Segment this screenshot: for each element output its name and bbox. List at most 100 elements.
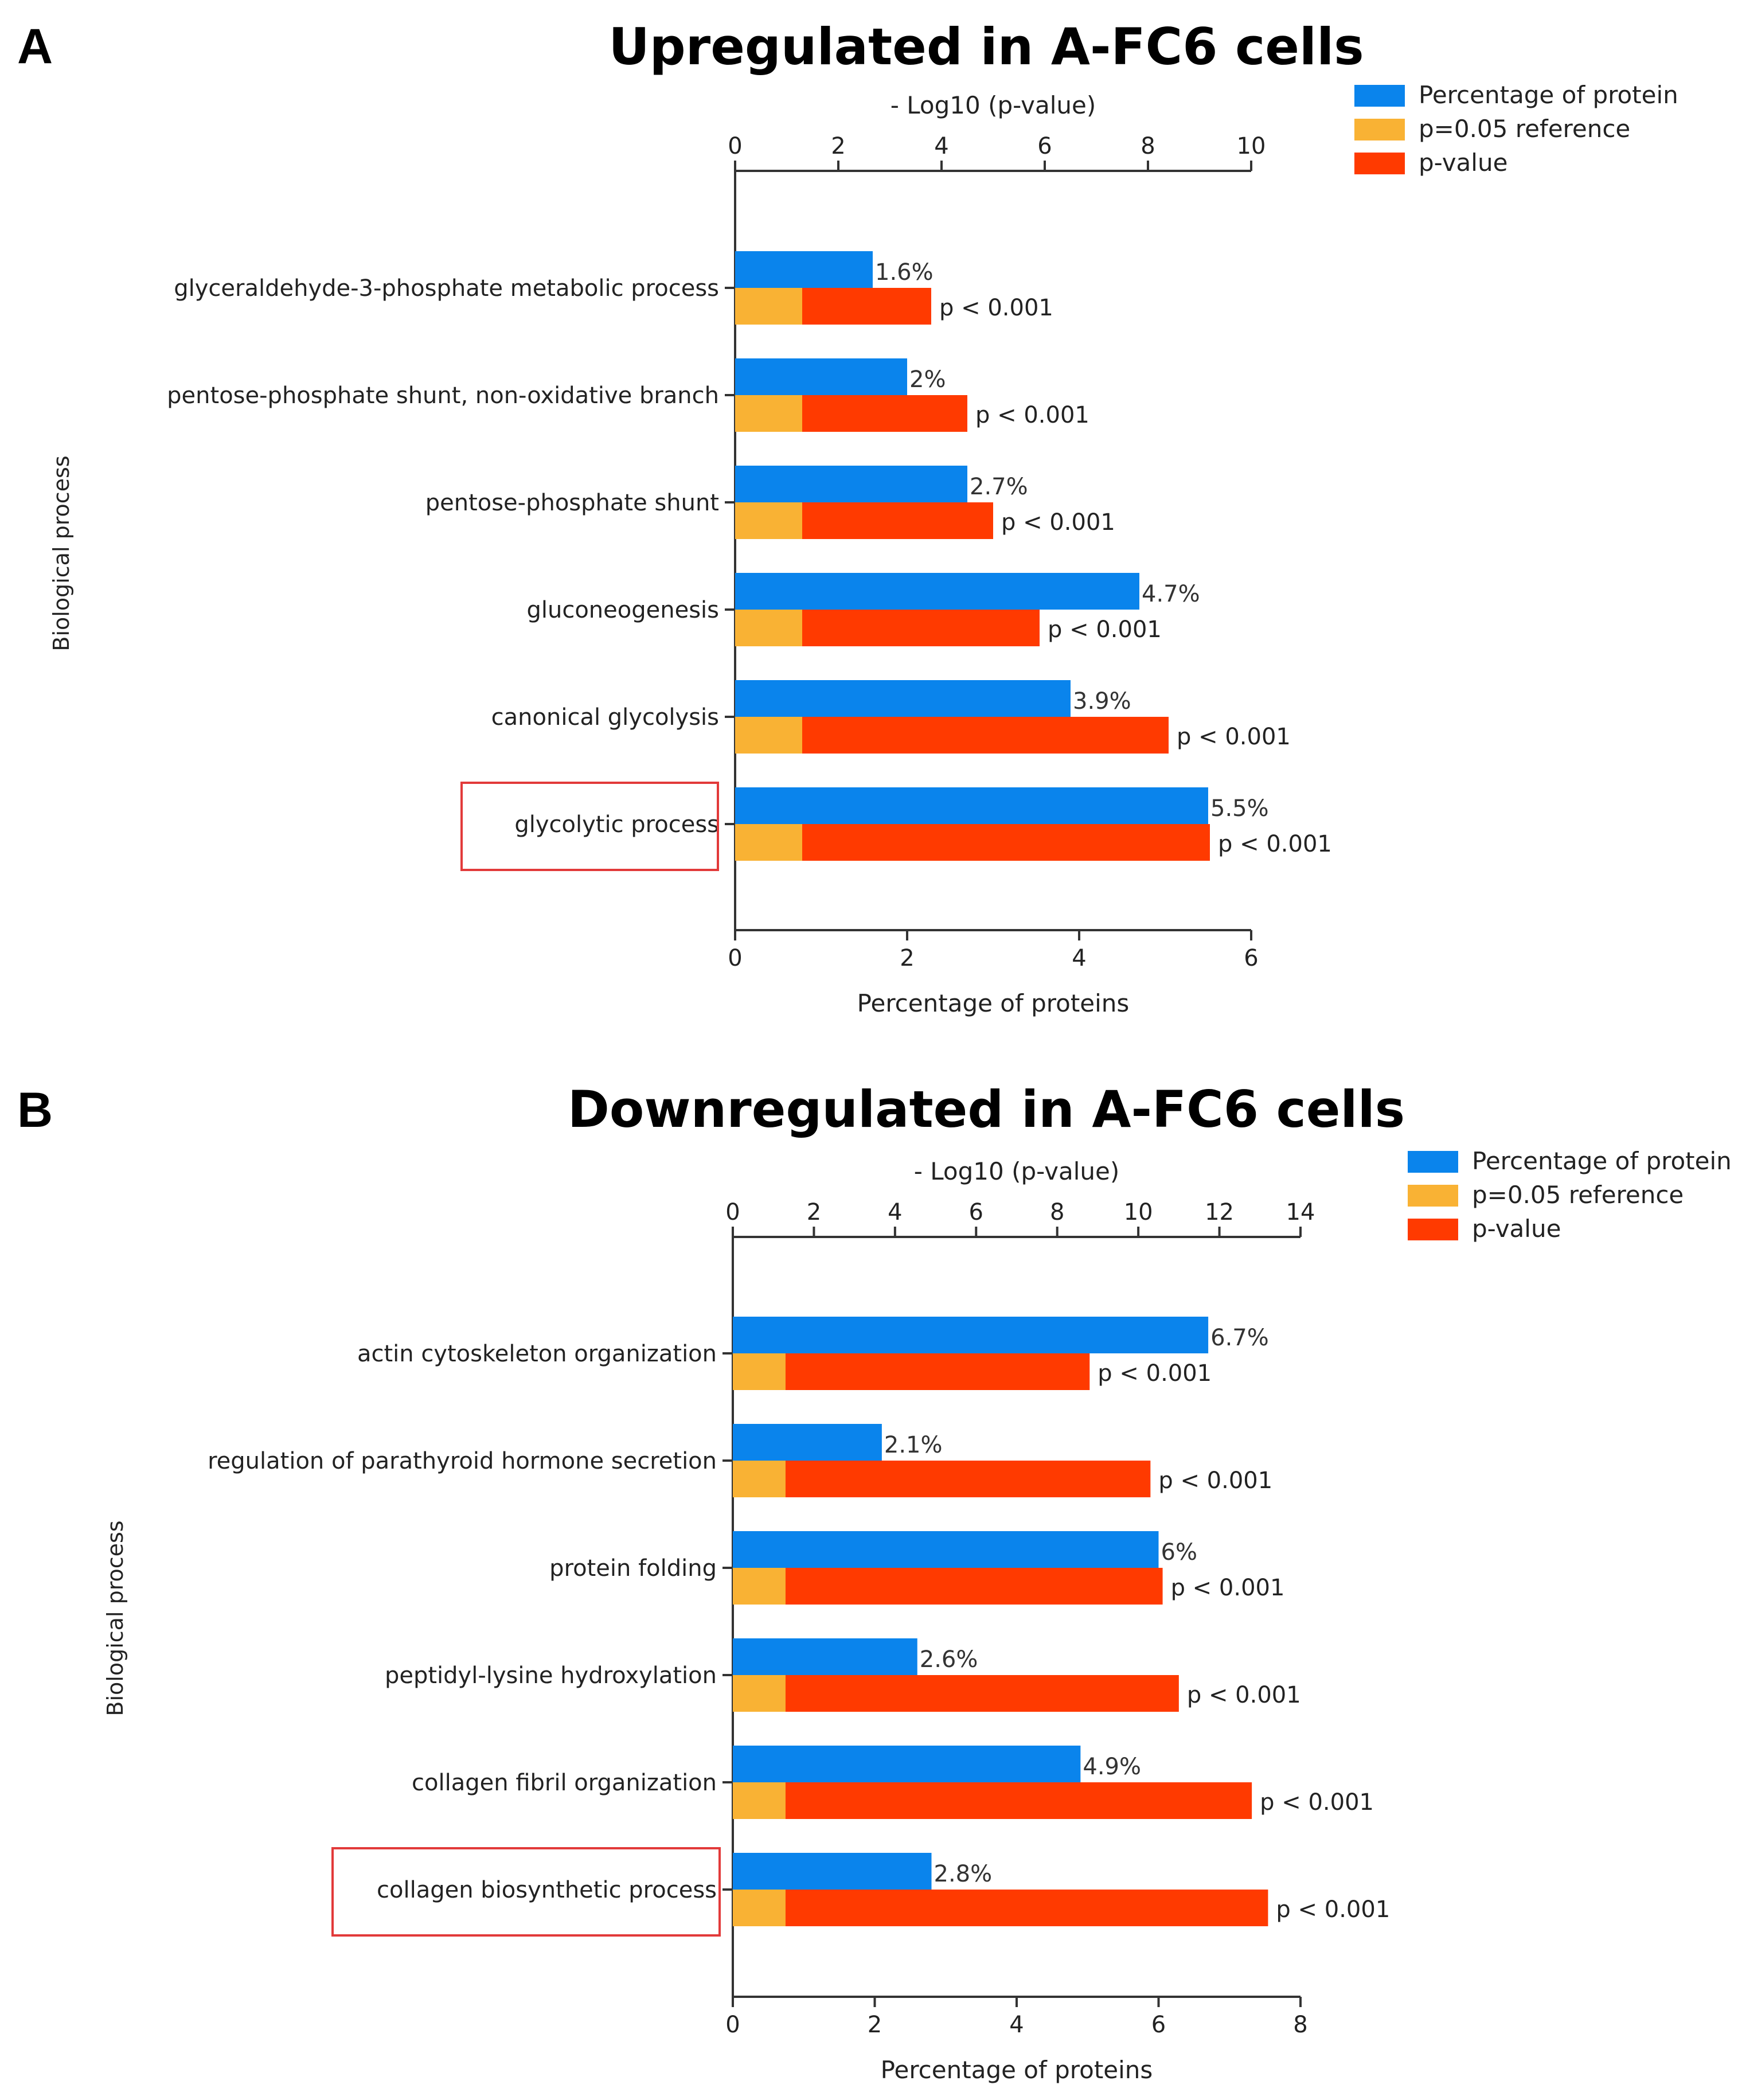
legend-label: p-value bbox=[1419, 149, 1507, 177]
chart-panel-b: B Downregulated in A-FC6 cells 0 2 4 6 8 10 12 14… bbox=[17, 1080, 1732, 2084]
p-value-label: p < 0.001 bbox=[1048, 616, 1162, 643]
category-label: actin cytoskeleton organization bbox=[357, 1341, 717, 1367]
p-value-label: p < 0.001 bbox=[975, 402, 1089, 428]
bar-p-reference bbox=[735, 717, 802, 754]
p-value-label: p < 0.001 bbox=[1276, 1896, 1390, 1923]
top-axis-title: - Log10 (p-value) bbox=[914, 1157, 1120, 1185]
category-label: gluconeogenesis bbox=[526, 597, 719, 623]
bar-p-reference bbox=[735, 288, 802, 325]
bar-p-value bbox=[733, 1353, 1090, 1390]
bottom-axis-tick-label: 8 bbox=[1293, 2012, 1307, 2038]
top-axis-tick-label: 8 bbox=[1141, 133, 1155, 159]
bar-p-value bbox=[735, 717, 1169, 754]
bar-p-reference bbox=[735, 502, 802, 539]
bottom-axis-title: Percentage of proteins bbox=[881, 2056, 1153, 2084]
legend-swatch bbox=[1408, 1219, 1458, 1240]
y-axis-title: Biological process bbox=[103, 1520, 128, 1716]
bottom-axis-tick-label: 6 bbox=[1151, 2012, 1166, 2038]
category-label: regulation of parathyroid hormone secret… bbox=[208, 1448, 717, 1474]
bar-p-value bbox=[733, 1890, 1268, 1926]
top-axis-tick-label: 6 bbox=[1037, 133, 1052, 159]
bar-p-reference bbox=[733, 1461, 786, 1497]
bar-p-value bbox=[733, 1782, 1252, 1819]
p-value-label: p < 0.001 bbox=[1218, 831, 1332, 857]
p-value-label: p < 0.001 bbox=[1187, 1682, 1301, 1708]
category-label: glyceraldehyde-3-phosphate metabolic pro… bbox=[174, 275, 719, 302]
legend-label: p=0.05 reference bbox=[1472, 1181, 1684, 1209]
legend: Percentage of protein p=0.05 reference p-v… bbox=[1408, 1147, 1732, 1243]
bottom-axis-tick-label: 2 bbox=[868, 2012, 882, 2038]
bar-p-reference bbox=[733, 1568, 786, 1605]
bottom-axis-tick-label: 6 bbox=[1244, 945, 1258, 971]
bottom-axis-tick-label: 4 bbox=[1072, 945, 1086, 971]
percentage-label: 4.7% bbox=[1142, 581, 1200, 607]
top-axis-tick-label: 10 bbox=[1124, 1199, 1153, 1225]
top-axis-tick-label: 4 bbox=[934, 133, 948, 159]
bottom-axis-tick-label: 2 bbox=[900, 945, 914, 971]
highlight-box bbox=[331, 1847, 721, 1937]
category-label: pentose-phosphate shunt, non-oxidative b… bbox=[167, 382, 719, 409]
y-axis-title: Biological process bbox=[49, 455, 74, 651]
top-axis-tick-label: 4 bbox=[888, 1199, 902, 1225]
bar-percentage bbox=[735, 358, 907, 395]
bar-p-reference bbox=[733, 1353, 786, 1390]
legend-swatch bbox=[1354, 153, 1405, 174]
chart-title: Upregulated in A-FC6 cells bbox=[608, 17, 1364, 76]
bar-percentage bbox=[733, 1531, 1159, 1568]
bar-p-value bbox=[733, 1461, 1151, 1497]
legend-swatch bbox=[1354, 85, 1405, 107]
bar-p-reference bbox=[735, 610, 802, 646]
category-label: pentose-phosphate shunt bbox=[425, 490, 719, 516]
chart-panel-a: A Upregulated in A-FC6 cells 0 2 4 6 8 10 - Log1… bbox=[17, 17, 1678, 1017]
top-axis-tick-label: 10 bbox=[1237, 133, 1266, 159]
top-axis-tick-label: 0 bbox=[725, 1199, 740, 1225]
percentage-label: 3.9% bbox=[1073, 688, 1131, 715]
bar-p-value bbox=[733, 1568, 1163, 1605]
percentage-label: 2.8% bbox=[934, 1861, 993, 1887]
p-value-label: p < 0.001 bbox=[1177, 724, 1291, 750]
legend-label: p=0.05 reference bbox=[1419, 115, 1630, 143]
bottom-axis-tick-label: 4 bbox=[1009, 2012, 1024, 2038]
top-axis-tick-label: 12 bbox=[1205, 1199, 1234, 1225]
bar-p-reference bbox=[733, 1675, 786, 1712]
bar-p-value bbox=[733, 1675, 1179, 1712]
bar-percentage bbox=[735, 680, 1071, 717]
bottom-axis-tick-label: 0 bbox=[728, 945, 742, 971]
bottom-axis-tick-label: 0 bbox=[725, 2012, 740, 2038]
p-value-label: p < 0.001 bbox=[939, 295, 1053, 321]
bar-percentage bbox=[733, 1638, 917, 1675]
p-value-label: p < 0.001 bbox=[1260, 1789, 1374, 1816]
bar-percentage bbox=[733, 1424, 882, 1461]
bar-percentage bbox=[735, 787, 1208, 824]
top-axis-tick-label: 6 bbox=[969, 1199, 983, 1225]
legend-swatch bbox=[1408, 1185, 1458, 1207]
bar-percentage bbox=[733, 1746, 1081, 1782]
percentage-label: 6% bbox=[1161, 1539, 1197, 1566]
percentage-label: 2.1% bbox=[884, 1432, 943, 1458]
bar-percentage bbox=[735, 251, 873, 288]
bottom-axis-title: Percentage of proteins bbox=[857, 989, 1130, 1017]
category-label: glycolytic process bbox=[514, 811, 719, 838]
panel-letter: B bbox=[17, 1083, 53, 1138]
percentage-label: 5.5% bbox=[1210, 795, 1269, 822]
legend-label: Percentage of protein bbox=[1419, 81, 1678, 109]
bar-p-value bbox=[735, 824, 1210, 861]
top-axis-tick-label: 14 bbox=[1286, 1199, 1315, 1225]
top-axis-tick-label: 2 bbox=[807, 1199, 821, 1225]
legend: Percentage of protein p=0.05 reference p-v… bbox=[1354, 81, 1678, 177]
p-value-label: p < 0.001 bbox=[1158, 1467, 1272, 1494]
percentage-label: 2.6% bbox=[920, 1646, 978, 1673]
legend-label: Percentage of protein bbox=[1472, 1147, 1732, 1175]
category-label: protein folding bbox=[549, 1555, 717, 1582]
p-value-label: p < 0.001 bbox=[1098, 1360, 1212, 1387]
category-label: collagen fibril organization bbox=[412, 1770, 717, 1796]
percentage-label: 6.7% bbox=[1210, 1325, 1269, 1351]
p-value-label: p < 0.001 bbox=[1001, 509, 1115, 536]
bar-p-reference bbox=[733, 1890, 786, 1926]
percentage-label: 4.9% bbox=[1083, 1754, 1141, 1780]
bar-p-reference bbox=[735, 824, 802, 861]
legend-swatch bbox=[1354, 119, 1405, 140]
bar-percentage bbox=[735, 573, 1139, 610]
